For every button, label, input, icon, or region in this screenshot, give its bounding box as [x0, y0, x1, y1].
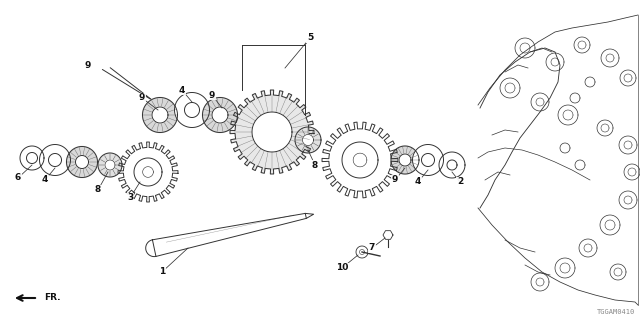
Polygon shape	[422, 154, 435, 166]
Polygon shape	[40, 145, 70, 175]
Polygon shape	[134, 158, 162, 186]
Text: 4: 4	[42, 175, 48, 185]
Text: 4: 4	[415, 178, 421, 187]
Text: 6: 6	[15, 173, 21, 182]
Polygon shape	[383, 231, 393, 239]
Polygon shape	[322, 122, 398, 198]
Polygon shape	[143, 98, 177, 132]
Polygon shape	[175, 92, 209, 127]
Text: TGGAM0410: TGGAM0410	[596, 309, 635, 315]
Polygon shape	[212, 107, 228, 123]
Text: 1: 1	[159, 268, 165, 276]
Polygon shape	[399, 154, 411, 166]
Text: 3: 3	[127, 194, 133, 203]
Polygon shape	[76, 156, 88, 169]
Polygon shape	[295, 127, 321, 153]
Polygon shape	[152, 213, 307, 256]
Text: 10: 10	[336, 263, 348, 273]
Text: 5: 5	[307, 34, 313, 43]
Polygon shape	[26, 153, 38, 164]
Polygon shape	[342, 142, 378, 178]
Text: 7: 7	[369, 244, 375, 252]
Text: 2: 2	[457, 178, 463, 187]
Text: 8: 8	[95, 186, 101, 195]
Polygon shape	[202, 98, 237, 132]
Polygon shape	[252, 112, 292, 152]
Polygon shape	[67, 147, 97, 178]
Text: 9: 9	[392, 175, 398, 185]
Polygon shape	[184, 102, 200, 117]
Polygon shape	[230, 90, 314, 174]
Text: 9: 9	[139, 93, 145, 102]
Polygon shape	[98, 153, 122, 177]
Polygon shape	[447, 160, 457, 170]
Text: 5: 5	[307, 34, 313, 43]
Polygon shape	[303, 134, 314, 146]
Polygon shape	[49, 154, 61, 166]
Polygon shape	[413, 145, 444, 175]
Polygon shape	[439, 152, 465, 178]
Text: 9: 9	[85, 60, 91, 69]
Text: 8: 8	[312, 161, 318, 170]
Polygon shape	[118, 142, 178, 202]
Text: 9: 9	[209, 91, 215, 100]
Text: FR.: FR.	[44, 293, 61, 302]
Polygon shape	[152, 107, 168, 123]
Polygon shape	[391, 146, 419, 174]
Text: 4: 4	[179, 85, 185, 94]
Polygon shape	[20, 146, 44, 170]
Polygon shape	[105, 160, 115, 170]
